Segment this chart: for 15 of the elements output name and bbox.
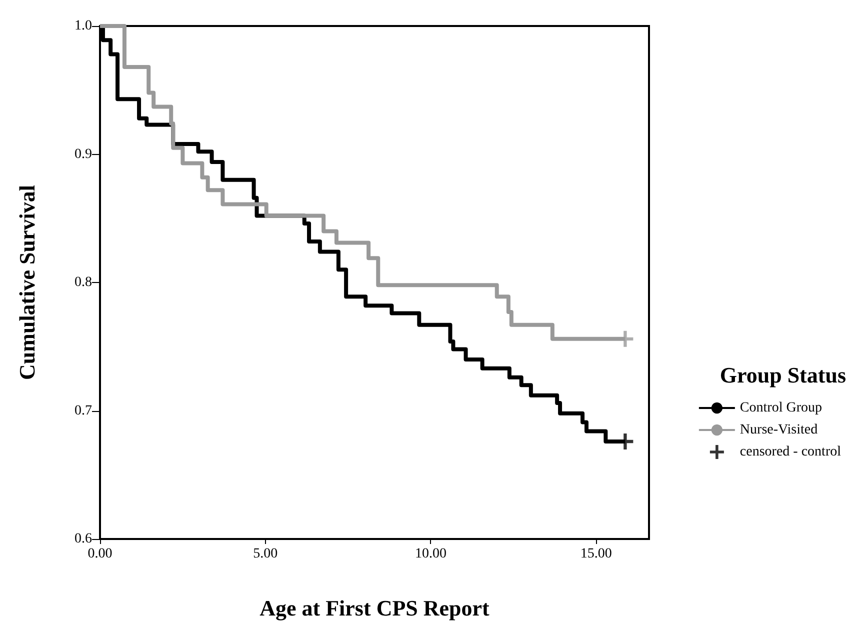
x-tick-label: 15.00	[580, 546, 612, 562]
x-tick-label: 0.00	[88, 546, 112, 562]
legend-title: Group Status	[720, 362, 846, 388]
y-tick-label: 0.9	[74, 146, 92, 162]
y-tick-label: 1.0	[74, 18, 92, 34]
legend-label: Nurse-Visited	[740, 422, 818, 438]
y-axis-title: Cumulative Survival	[14, 185, 40, 380]
y-tick-label: 0.6	[74, 532, 92, 546]
x-tick-label: 5.00	[253, 546, 278, 562]
legend-label: Control Group	[740, 400, 822, 416]
legend-label: censored - control	[740, 444, 842, 460]
x-tick-label: 10.00	[414, 546, 446, 562]
y-tick-label: 0.8	[74, 275, 92, 290]
y-tick-label: 0.7	[74, 403, 92, 418]
x-axis-title: Age at First CPS Report	[260, 596, 490, 620]
